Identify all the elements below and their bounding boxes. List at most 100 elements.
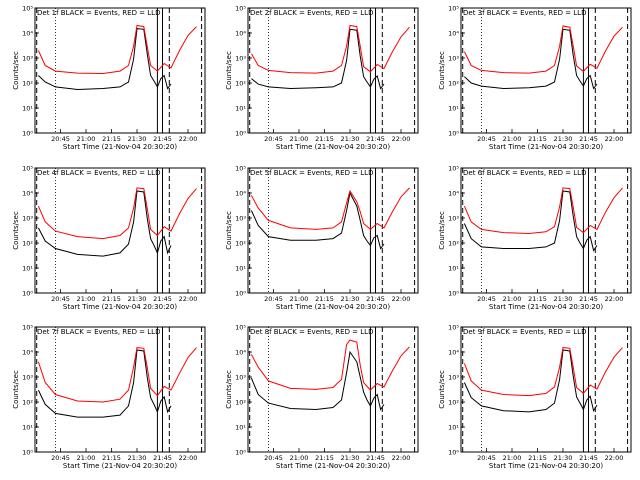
panel-title: Det 4f BLACK = Events, RED = LLD — [37, 169, 160, 177]
panel-title: Det 3f BLACK = Events, RED = LLD — [463, 9, 586, 17]
x-axis-label: Start Time (21-Nov-04 20:30:20) — [276, 303, 390, 311]
x-tick-label: 22:00 — [605, 135, 624, 143]
y-tick-label: 10⁵ — [235, 165, 246, 173]
panel-title: Det 1f BLACK = Events, RED = LLD — [37, 9, 160, 17]
y-tick-label: 10⁴ — [448, 30, 459, 38]
y-tick-label: 10² — [448, 80, 459, 88]
y-tick-label: 10¹ — [448, 105, 459, 113]
y-tick-label: 10⁴ — [22, 349, 33, 357]
x-tick-label: 21:30 — [554, 295, 573, 303]
y-tick-label: 10² — [448, 240, 459, 248]
series-lld-line — [37, 187, 197, 240]
x-tick-label: 21:00 — [77, 295, 96, 303]
x-tick-label: 21:45 — [153, 135, 172, 143]
y-tick-label: 10¹ — [22, 105, 33, 113]
x-tick-label: 21:15 — [528, 454, 547, 462]
series-lld-line — [463, 25, 623, 74]
y-axis-label: Counts/sec — [438, 370, 446, 409]
y-tick-label: 10¹ — [448, 265, 459, 273]
chart-panel: Det 2f BLACK = Events, RED = LLD 10⁰ 10¹ 10… — [225, 5, 419, 151]
x-tick-label: 22:00 — [392, 135, 411, 143]
x-tick-label: 21:30 — [128, 295, 147, 303]
x-tick-label: 20:45 — [477, 454, 496, 462]
x-tick-label: 21:45 — [153, 295, 172, 303]
x-tick-label: 22:00 — [392, 454, 411, 462]
panel-title: Det 8f BLACK = Events, RED = LLD — [250, 328, 373, 336]
y-tick-label: 10³ — [235, 215, 246, 223]
y-tick-label: 10⁰ — [235, 449, 246, 457]
x-tick-label: 20:45 — [51, 454, 70, 462]
x-axis-label: Start Time (21-Nov-04 20:30:20) — [489, 303, 603, 311]
plot-frame — [460, 167, 632, 294]
x-axis-label: Start Time (21-Nov-04 20:30:20) — [276, 462, 390, 470]
y-tick-label: 10¹ — [448, 424, 459, 432]
x-tick-label: 22:00 — [179, 454, 198, 462]
y-tick-label: 10⁴ — [448, 190, 459, 198]
x-tick-label: 20:45 — [264, 295, 283, 303]
y-tick-label: 10⁰ — [448, 290, 459, 298]
y-tick-label: 10⁵ — [22, 324, 33, 332]
y-tick-label: 10³ — [448, 215, 459, 223]
x-tick-label: 20:45 — [51, 135, 70, 143]
y-axis-label: Counts/sec — [438, 211, 446, 250]
y-tick-label: 10¹ — [235, 424, 246, 432]
y-tick-label: 10⁴ — [235, 30, 246, 38]
y-axis-label: Counts/sec — [225, 370, 233, 409]
x-tick-label: 21:00 — [77, 454, 96, 462]
y-tick-label: 10² — [235, 240, 246, 248]
y-tick-label: 10⁴ — [448, 349, 459, 357]
x-tick-label: 21:30 — [341, 295, 360, 303]
y-tick-label: 10⁰ — [235, 130, 246, 138]
y-axis-label: Counts/sec — [12, 211, 20, 250]
y-tick-label: 10² — [22, 80, 33, 88]
series-events-line — [251, 28, 385, 90]
chart-panel: Det 7f BLACK = Events, RED = LLD 10⁰ 10¹ 10… — [12, 324, 206, 470]
x-tick-label: 21:30 — [128, 454, 147, 462]
series-events-line — [464, 28, 598, 90]
chart-panel: Det 3f BLACK = Events, RED = LLD 10⁰ 10¹ 10… — [438, 5, 632, 151]
x-tick-label: 21:15 — [315, 135, 334, 143]
x-tick-label: 21:45 — [366, 135, 385, 143]
x-tick-label: 20:45 — [264, 454, 283, 462]
series-lld-line — [37, 24, 197, 75]
y-tick-label: 10⁵ — [22, 165, 33, 173]
x-tick-label: 20:45 — [264, 135, 283, 143]
x-tick-label: 21:45 — [579, 295, 598, 303]
x-axis-label: Start Time (21-Nov-04 20:30:20) — [63, 462, 177, 470]
x-tick-label: 21:30 — [341, 135, 360, 143]
plot-frame — [460, 7, 632, 134]
x-tick-label: 21:15 — [528, 135, 547, 143]
y-tick-label: 10⁴ — [22, 30, 33, 38]
y-tick-label: 10² — [235, 80, 246, 88]
x-tick-label: 21:15 — [528, 295, 547, 303]
y-tick-label: 10³ — [22, 55, 33, 63]
x-tick-label: 21:00 — [290, 454, 309, 462]
y-tick-label: 10¹ — [22, 265, 33, 273]
x-axis-label: Start Time (21-Nov-04 20:30:20) — [63, 303, 177, 311]
series-events-line — [463, 349, 598, 413]
y-tick-label: 10⁵ — [448, 324, 459, 332]
chart-panel: Det 1f BLACK = Events, RED = LLD 10⁰ 10¹ 10… — [12, 5, 206, 151]
y-tick-label: 10² — [22, 399, 33, 407]
series-events-line — [37, 190, 172, 257]
x-tick-label: 20:45 — [51, 295, 70, 303]
y-tick-label: 10¹ — [22, 424, 33, 432]
x-tick-label: 21:30 — [128, 135, 147, 143]
x-tick-label: 21:00 — [290, 295, 309, 303]
y-tick-label: 10² — [448, 399, 459, 407]
x-tick-label: 22:00 — [605, 295, 624, 303]
y-tick-label: 10⁴ — [22, 190, 33, 198]
panel-title: Det 6f BLACK = Events, RED = LLD — [463, 169, 586, 177]
y-tick-label: 10⁰ — [22, 449, 33, 457]
panel-title: Det 2f BLACK = Events, RED = LLD — [250, 9, 373, 17]
x-tick-label: 21:00 — [503, 135, 522, 143]
y-tick-label: 10⁰ — [22, 130, 33, 138]
x-tick-label: 21:00 — [77, 135, 96, 143]
plot-frame — [34, 7, 206, 134]
plot-frame — [460, 326, 632, 453]
x-tick-label: 21:15 — [315, 454, 334, 462]
y-tick-label: 10³ — [22, 374, 33, 382]
chart-panel: Det 8f BLACK = Events, RED = LLD 10⁰ 10¹ 10… — [225, 324, 419, 470]
series-events-line — [463, 190, 598, 252]
